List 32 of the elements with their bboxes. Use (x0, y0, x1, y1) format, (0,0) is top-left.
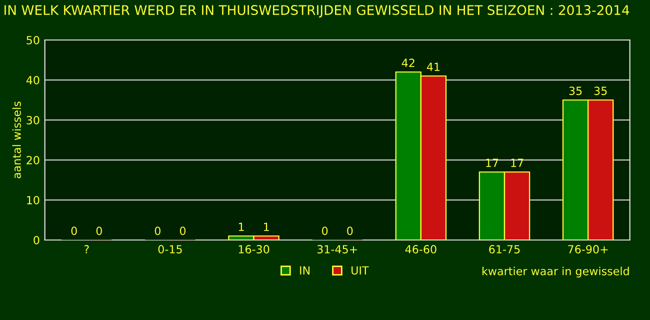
y-tick-label: 20 (26, 156, 40, 164)
data-label: 17 (511, 158, 524, 167)
data-label: 41 (426, 62, 440, 71)
data-label: 0 (347, 226, 353, 236)
x-tick-label: ? (84, 245, 89, 254)
x-tick-label: 46-60 (405, 245, 436, 254)
x-axis-title: kwartier waar in gewisseld (482, 266, 629, 278)
chart-title: IN WELK KWARTIER WERD ER IN THUISWEDSTRIJDEN GEWISSELD IN HET SEIZOEN : 2013-2014 (4, 5, 630, 18)
data-label: 35 (594, 86, 607, 96)
x-tick-label: 76-90+ (568, 245, 608, 254)
legend-label: UIT (352, 266, 369, 275)
y-tick-label: 0 (34, 236, 40, 244)
x-tick-label: 0-15 (158, 245, 182, 254)
data-label: 17 (486, 158, 498, 167)
x-tick-label: 61-75 (489, 245, 520, 254)
y-axis-title: aantal wissels (12, 102, 21, 178)
data-label: 0 (71, 226, 77, 236)
x-tick-label: 16-30 (238, 245, 270, 254)
y-tick-label: 30 (26, 116, 40, 124)
data-label: 0 (96, 226, 102, 236)
data-label: 0 (180, 226, 186, 236)
y-tick-label: 10 (27, 196, 40, 204)
data-label: 1 (238, 222, 244, 231)
data-label: 0 (154, 226, 160, 236)
legend-label: IN (300, 266, 310, 274)
data-label: 1 (264, 222, 269, 231)
y-tick-label: 50 (26, 36, 40, 44)
data-label: 0 (322, 226, 328, 236)
data-label: 42 (402, 58, 414, 67)
x-tick-label: 31-45+ (317, 245, 357, 254)
y-tick-label: 40 (26, 76, 40, 84)
data-label: 35 (569, 86, 582, 96)
